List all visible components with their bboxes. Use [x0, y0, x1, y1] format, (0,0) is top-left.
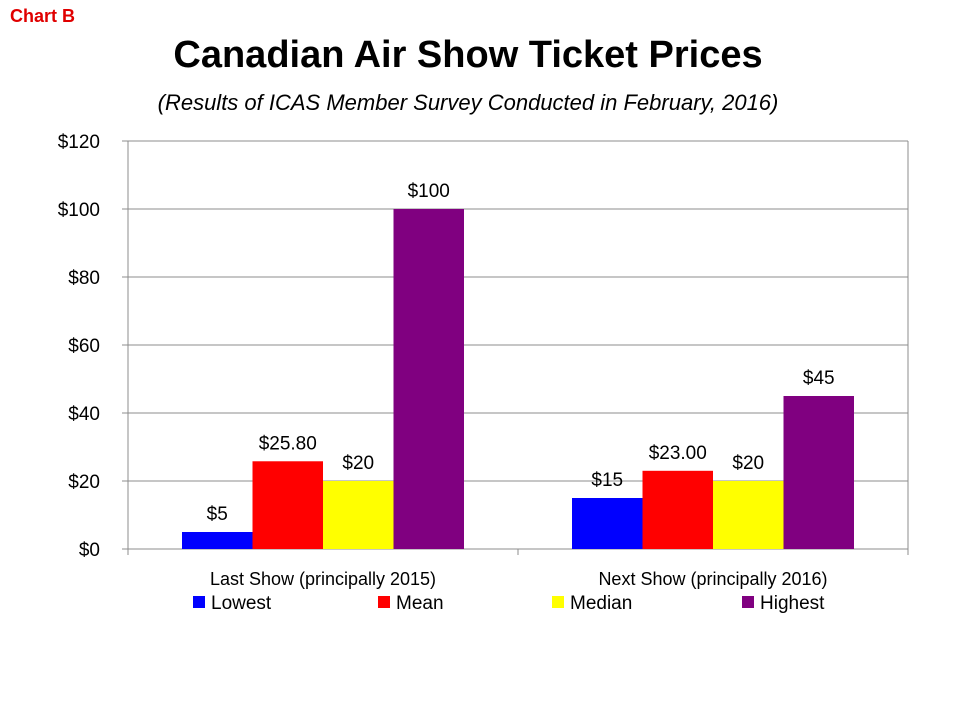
data-label: $5	[207, 504, 228, 525]
legend-swatch-median	[552, 596, 564, 608]
data-label: $23.00	[649, 443, 707, 464]
bar-mean	[642, 470, 713, 549]
y-tick-label: $0	[79, 540, 100, 561]
y-tick-label: $60	[68, 336, 100, 357]
y-tick-label: $80	[68, 268, 100, 289]
legend-swatch-lowest	[193, 596, 205, 608]
data-label: $20	[342, 453, 374, 474]
bar-median	[713, 481, 784, 549]
data-label: $25.80	[259, 433, 317, 454]
legend-swatch-highest	[742, 596, 754, 608]
legend-label: Highest	[760, 593, 825, 614]
chart-subtitle: (Results of ICAS Member Survey Conducted…	[157, 90, 779, 115]
legend-swatch-mean	[378, 596, 390, 608]
chart-tag: Chart B	[10, 6, 76, 26]
y-tick-label: $100	[58, 200, 100, 221]
bar-lowest	[572, 498, 643, 549]
bar-median	[323, 481, 394, 549]
x-category-label: Next Show (principally 2016)	[598, 569, 827, 589]
chart-title: Canadian Air Show Ticket Prices	[173, 34, 763, 76]
bar-highest	[393, 209, 464, 549]
legend-label: Median	[570, 593, 632, 614]
bar-lowest	[182, 532, 253, 549]
y-tick-label: $40	[68, 404, 100, 425]
y-tick-label: $120	[58, 132, 100, 153]
data-label: $20	[732, 453, 764, 474]
legend-label: Mean	[396, 593, 444, 614]
y-tick-label: $20	[68, 472, 100, 493]
legend-label: Lowest	[211, 593, 272, 614]
bar-highest	[783, 396, 854, 549]
data-label: $100	[408, 181, 450, 202]
data-label: $15	[591, 470, 623, 491]
data-label: $45	[803, 368, 835, 389]
x-category-label: Last Show (principally 2015)	[210, 569, 436, 589]
bar-mean	[252, 461, 323, 549]
